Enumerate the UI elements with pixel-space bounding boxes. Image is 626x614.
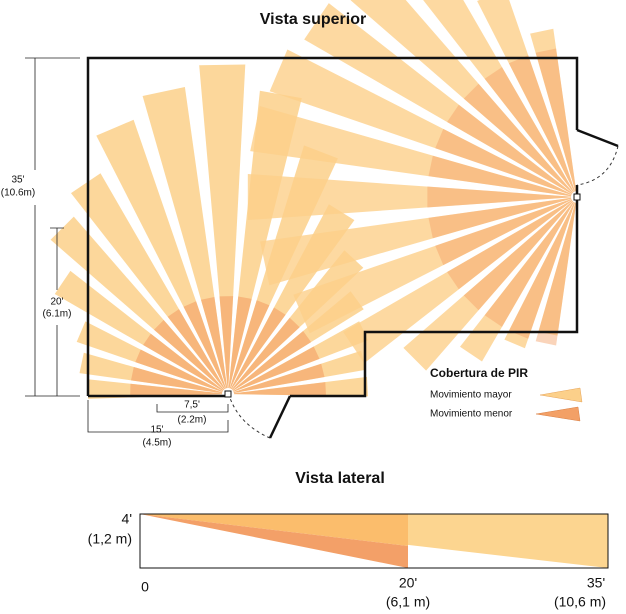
beam <box>233 346 320 392</box>
beam <box>463 200 574 311</box>
sensor <box>224 390 232 398</box>
beam <box>403 200 574 371</box>
beam <box>230 307 286 390</box>
beam <box>130 383 222 398</box>
sensor <box>573 193 581 201</box>
dim-label: (10.6m) <box>1 188 35 199</box>
wall <box>290 185 579 398</box>
beam <box>508 202 575 339</box>
beam <box>447 104 573 194</box>
height-label: (1,2 m) <box>88 531 132 547</box>
beam <box>428 197 572 239</box>
beam <box>233 363 325 393</box>
room-walls <box>86 56 619 439</box>
dim-label: 15' <box>150 425 163 436</box>
beam <box>463 83 574 194</box>
legend-title: Cobertura de PIR <box>430 366 528 380</box>
beam <box>484 67 574 193</box>
beam <box>504 202 575 349</box>
beam <box>260 197 572 286</box>
beam <box>250 106 572 197</box>
dim-line <box>87 400 229 433</box>
dim-label: 7,5' <box>184 400 200 411</box>
beam <box>435 199 572 266</box>
beam <box>199 64 246 388</box>
title: Vista lateral <box>295 470 385 487</box>
coverage-beams <box>50 0 577 399</box>
legend-item: Movimiento menor <box>430 409 513 420</box>
dim-line <box>25 57 80 397</box>
beam <box>293 199 572 334</box>
beam <box>477 0 575 192</box>
beam <box>167 309 225 390</box>
legend-swatch <box>535 406 581 422</box>
beam <box>535 48 577 192</box>
door <box>576 128 619 148</box>
dim-line <box>50 227 64 396</box>
title: Vista superior <box>260 11 366 28</box>
height-label: 4' <box>122 511 132 527</box>
beam <box>535 202 577 346</box>
legend: Cobertura de PIR Movimiento mayor Movimi… <box>430 366 583 422</box>
beam <box>228 296 252 389</box>
beam <box>201 297 228 389</box>
legend-item: Movimiento mayor <box>430 390 512 401</box>
distance-label: 0 <box>141 579 149 595</box>
door <box>268 395 292 439</box>
beam <box>508 55 575 192</box>
beam <box>234 382 326 396</box>
dim-label: (2.2m) <box>178 415 207 426</box>
beam <box>247 174 572 220</box>
beam <box>229 300 270 389</box>
door-swing <box>576 145 619 186</box>
beam <box>219 296 234 388</box>
beam <box>460 201 574 362</box>
beam <box>232 331 312 391</box>
beam <box>423 0 574 193</box>
dim-label: 35' <box>11 175 24 186</box>
beam <box>343 200 573 364</box>
distance-label: (10,6 m) <box>554 594 606 610</box>
beam <box>530 28 577 192</box>
beam <box>143 333 224 391</box>
coverage <box>140 514 408 568</box>
beam <box>304 3 573 194</box>
side-view: 4' (1,2 m) 0 20' (6,1 m) 35' (10,6 m) <box>88 511 609 610</box>
dim-label: 20' <box>50 297 63 308</box>
distance-label: (6,1 m) <box>386 594 430 610</box>
beam <box>135 349 223 392</box>
dim-label: (6.1m) <box>43 309 72 320</box>
beam <box>154 320 225 391</box>
beam <box>484 201 574 327</box>
dimensions: 35' (10.6m) 20' (6.1m) 7,5' (2.2m) 15' (… <box>1 57 229 449</box>
beam <box>350 0 574 194</box>
distance-label: 35' <box>587 575 605 591</box>
wall <box>86 56 579 396</box>
beam <box>231 317 300 390</box>
door-swing <box>229 397 271 439</box>
frame <box>139 513 609 569</box>
beam <box>269 49 572 195</box>
dim-label: (4.5m) <box>143 438 172 449</box>
beam <box>183 301 226 389</box>
beam <box>435 128 572 195</box>
beam <box>447 200 573 290</box>
legend-swatch <box>539 387 583 403</box>
dim-line <box>156 404 229 413</box>
beam <box>427 186 571 208</box>
beam <box>131 367 223 394</box>
distance-label: 20' <box>399 575 417 591</box>
beam <box>428 155 572 197</box>
beam <box>538 202 577 336</box>
